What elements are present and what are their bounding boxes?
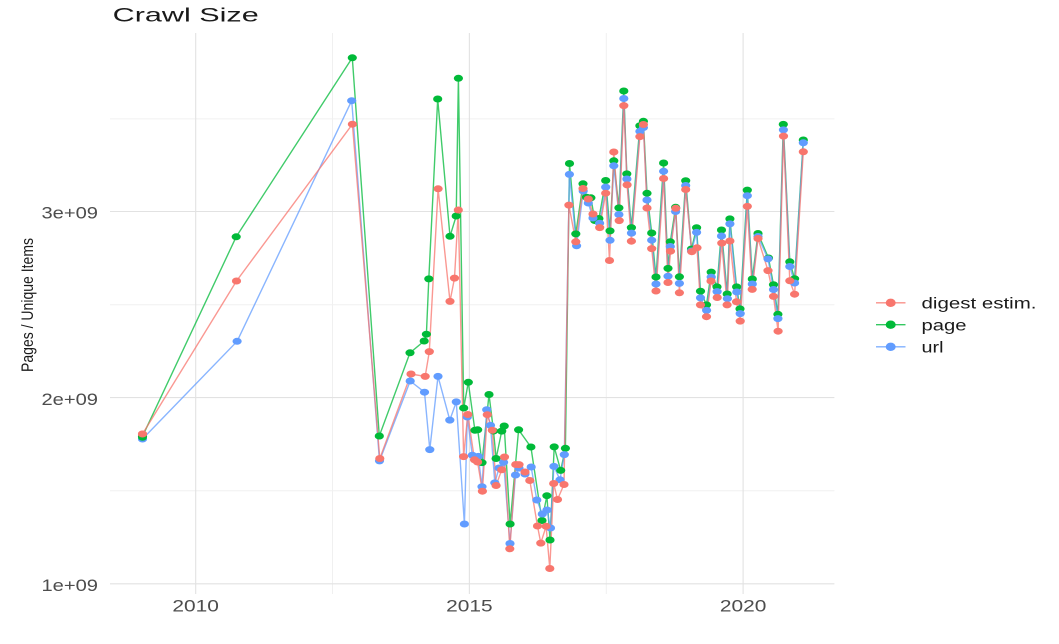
- svg-text:2020: 2020: [720, 596, 767, 615]
- svg-text:1e+09: 1e+09: [42, 576, 99, 595]
- svg-text:page: page: [922, 317, 967, 334]
- svg-text:Crawl Size: Crawl Size: [113, 5, 259, 27]
- svg-text:2010: 2010: [172, 596, 219, 615]
- svg-text:Pages / Unique Items: Pages / Unique Items: [18, 238, 37, 372]
- svg-text:3e+09: 3e+09: [42, 204, 99, 223]
- svg-text:url: url: [922, 339, 944, 356]
- svg-text:2e+09: 2e+09: [42, 390, 99, 409]
- svg-text:2015: 2015: [446, 596, 493, 615]
- svg-text:digest estim.: digest estim.: [922, 295, 1037, 312]
